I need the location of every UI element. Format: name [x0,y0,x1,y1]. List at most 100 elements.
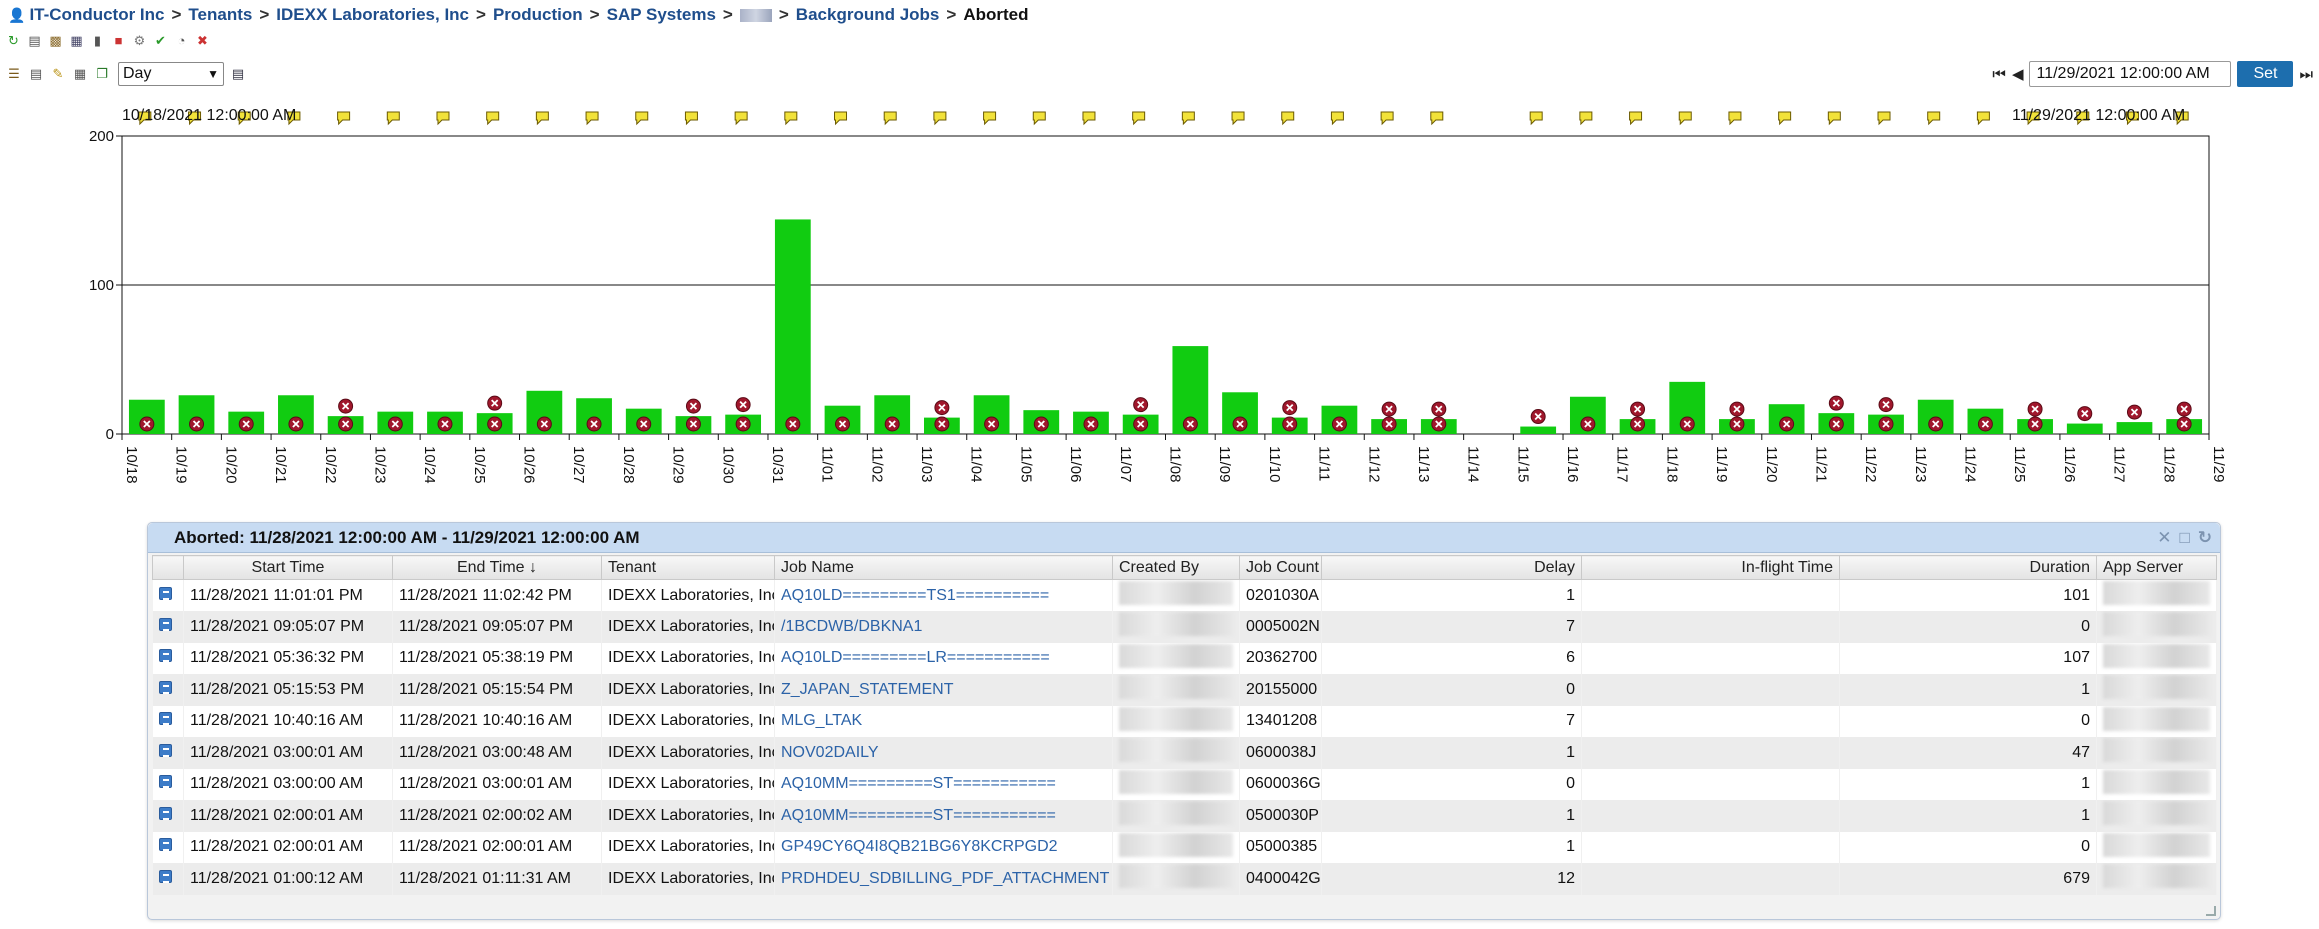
job-icon[interactable] [158,838,172,852]
bar [2116,422,2153,434]
job-icon[interactable] [158,712,172,726]
cell-job-name[interactable]: AQ10LD=========TS1========== [774,579,1113,611]
cell-job-name[interactable]: PRDHDEU_SDBILLING_PDF_ATTACHMENT [774,863,1113,895]
yellow-flag-icon [1877,111,1891,126]
table-row[interactable]: 11/28/2021 02:00:01 AM 11/28/2021 02:00:0… [152,831,2217,863]
row-icon-cell [152,674,184,706]
column-header-job-count[interactable]: Job Count [1239,555,1322,580]
server-icon[interactable]: ▮ [93,32,102,48]
x-tick-label: 11/22 [1862,446,1879,482]
table-row[interactable]: 11/28/2021 02:00:01 AM 11/28/2021 02:00:0… [152,800,2217,832]
table-row[interactable]: 11/28/2021 11:01:01 PM 11/28/2021 11:02:4… [152,579,2217,611]
x-tick-label: 11/02 [868,446,885,482]
column-header-created-by[interactable]: Created By [1112,555,1240,580]
breadcrumb-tenants[interactable]: Tenants [188,5,253,24]
cell-job-name[interactable]: AQ10LD=========LR=========== [774,642,1113,674]
cell-duration: 47 [1839,737,2097,769]
list-icon[interactable]: ▦ [73,66,87,81]
refresh-icon[interactable]: ↻ [2197,528,2212,547]
x-tick-label: 10/31 [769,446,786,484]
pin-icon[interactable]: ✖ [197,32,208,48]
set-button[interactable]: Set [2237,61,2294,87]
yellow-flag-icon [1678,111,1692,126]
previous-icon[interactable]: ◀ [2011,66,2024,83]
page-toolbar: ↻ ▤ ▩ ▦ ▮ ■ ⚙ ✔ ◔ ✖ [6,30,210,50]
breadcrumb-sap-systems[interactable]: SAP Systems [606,5,716,24]
copy-icon[interactable]: ❐ [96,66,108,81]
job-icon[interactable] [158,680,172,694]
job-icon[interactable] [158,806,172,820]
first-page-icon[interactable]: ⏮ [1992,65,2006,83]
redacted-user [1119,738,1233,763]
last-page-icon[interactable]: ⏭ [2299,65,2313,83]
cell-job-name[interactable]: AQ10MM=========ST=========== [774,768,1113,800]
cell-job-name[interactable]: NOV02DAILY [774,737,1113,769]
cell-job-name[interactable]: MLG_LTAK [774,705,1113,737]
column-header-duration[interactable]: Duration [1839,555,2097,580]
gears-icon[interactable]: ⚙ [133,32,146,48]
job-icon[interactable] [158,869,172,883]
cell-job-name[interactable]: AQ10MM=========ST=========== [774,800,1113,832]
package-icon[interactable]: ▩ [49,32,62,48]
bar [774,219,811,434]
checkmark-icon[interactable]: ✔ [155,32,166,48]
stop-icon[interactable]: ■ [114,32,123,48]
column-header-job-name[interactable]: Job Name [774,555,1113,580]
period-select[interactable]: Day ▼ [118,62,224,86]
table-row[interactable]: 11/28/2021 05:36:32 PM 11/28/2021 05:38:1… [152,642,2217,674]
edit-icon[interactable]: ✎ [52,66,64,81]
job-icon[interactable] [158,649,172,663]
breadcrumb-tenant[interactable]: IDEXX Laboratories, Inc [276,5,470,24]
panel-title: Aborted: 11/28/2021 12:00:00 AM - 11/29/… [174,527,640,547]
yellow-flag-icon [1231,111,1245,126]
column-header-end-time[interactable]: End Time ↓ [392,555,602,580]
hierarchy-icon[interactable]: ☰ [8,66,20,81]
breadcrumb-production[interactable]: Production [492,5,583,24]
cell-job-name[interactable]: /1BCDWB/DBKNA1 [774,611,1113,643]
table-row[interactable]: 11/28/2021 03:00:00 AM 11/28/2021 03:00:0… [152,768,2217,800]
red-x-icon [735,397,751,413]
cell-job-name[interactable]: GP49CY6Q4I8QB21BG6Y8KCRPGD2 [774,831,1113,863]
column-header-delay[interactable]: Delay [1321,555,1582,580]
job-icon[interactable] [158,617,172,631]
column-header-app-server[interactable]: App Server [2096,555,2217,580]
cell-duration: 679 [1839,863,2097,895]
redacted-user [1119,675,1233,700]
document-icon[interactable]: ▤ [28,32,41,48]
export-icon[interactable]: ▤ [231,66,245,81]
breadcrumb-system-redacted[interactable] [739,8,772,22]
table-row[interactable]: 11/28/2021 09:05:07 PM 11/28/2021 09:05:0… [152,611,2217,643]
resize-grip[interactable] [2206,906,2216,916]
job-icon[interactable] [158,775,172,789]
cell-start-time: 11/28/2021 03:00:00 AM [183,768,393,800]
cell-duration: 1 [1839,768,2097,800]
column-header-tenant[interactable]: Tenant [601,555,775,580]
table-row[interactable]: 11/28/2021 10:40:16 AM 11/28/2021 10:40:1… [152,705,2217,737]
maximize-icon[interactable]: □ [2179,528,2190,547]
gauge-icon[interactable]: ◔ [177,32,186,48]
date-input[interactable]: 11/29/2021 12:00:00 AM [2029,61,2232,87]
refresh-icon[interactable]: ↻ [8,32,19,48]
red-x-icon [586,416,602,432]
report-icon[interactable]: ▤ [29,66,43,81]
breadcrumb-it-conductor[interactable]: IT-Conductor Inc [29,5,165,24]
redacted-server [2103,769,2210,794]
table-row[interactable]: 11/28/2021 03:00:01 AM 11/28/2021 03:00:4… [152,737,2217,769]
grid-icon[interactable]: ▦ [70,32,83,48]
breadcrumb-background-jobs[interactable]: Background Jobs [795,5,940,24]
red-x-icon [2027,416,2043,432]
table-row[interactable]: 11/28/2021 05:15:53 PM 11/28/2021 05:15:5… [152,674,2217,706]
red-x-icon [685,398,701,414]
table-row[interactable]: 11/28/2021 01:00:12 AM 11/28/2021 01:11:3… [152,863,2217,895]
job-icon[interactable] [158,586,172,600]
cell-end-time: 11/28/2021 10:40:16 AM [392,705,602,737]
close-icon[interactable]: ✕ [2157,528,2172,547]
cell-job-count: 13401208 [1239,705,1322,737]
cell-job-name[interactable]: Z_JAPAN_STATEMENT [774,674,1113,706]
job-icon[interactable] [158,743,172,757]
red-x-icon [1828,416,1844,432]
column-header-start-time[interactable]: Start Time [183,555,393,580]
x-tick-label: 11/28 [2160,446,2177,482]
x-tick-label: 11/20 [1763,446,1780,482]
column-header-inflight-time[interactable]: In-flight Time [1581,555,1840,580]
